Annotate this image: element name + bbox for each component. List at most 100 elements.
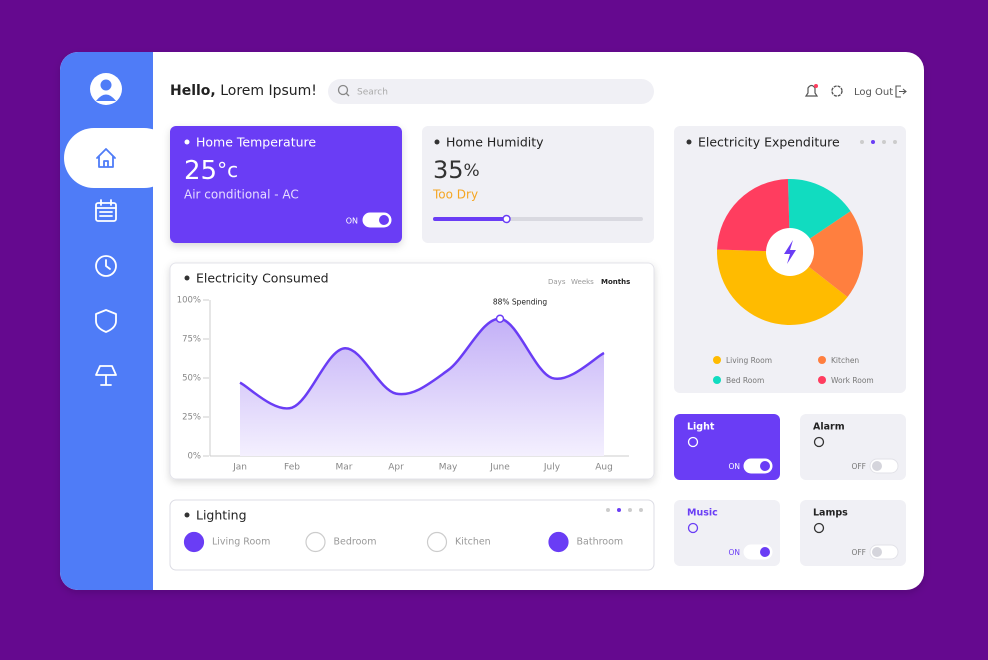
value: 35 (433, 156, 464, 184)
legend-label: Work Room (831, 376, 874, 385)
temperature-card (170, 126, 402, 243)
toggle[interactable] (362, 212, 392, 228)
legend-label: Living Room (726, 356, 772, 365)
toggle-knob (872, 461, 882, 471)
room-name: Kitchen (455, 537, 491, 548)
room-toggle[interactable] (548, 531, 569, 553)
humidity-value: 35% (433, 156, 480, 184)
device-name: Light (687, 422, 715, 433)
lighting-card (169, 499, 655, 571)
pie-slice (717, 179, 790, 252)
pie-slice (717, 249, 848, 325)
calendar-icon[interactable] (95, 199, 117, 222)
toggle-label: ON (346, 217, 358, 226)
card-title: Home Temperature (196, 135, 316, 150)
logout-icon[interactable] (895, 85, 907, 98)
toggle-knob (760, 547, 770, 557)
card-title: Home Humidity (446, 135, 544, 150)
search-placeholder: Search (357, 88, 388, 98)
legend-swatch (713, 376, 721, 384)
settings-icon[interactable] (831, 85, 843, 97)
device-name: Alarm (813, 422, 845, 433)
greeting: Hello, Lorem Ipsum! (170, 83, 317, 99)
annotation: 88% Spending (493, 298, 548, 307)
x-tick-label: July (543, 463, 561, 473)
toggle-knob (760, 461, 770, 471)
x-tick-label: Mar (336, 463, 353, 473)
room-name: Living Room (212, 537, 270, 548)
y-tick-label: 0% (188, 452, 202, 462)
unit: % (464, 161, 480, 181)
x-tick-label: Aug (595, 463, 613, 473)
bullet (184, 139, 190, 145)
y-tick-label: 100% (177, 296, 201, 306)
user-name: Lorem Ipsum! (220, 83, 317, 99)
avatar-head (100, 79, 112, 91)
y-tick-label: 25% (182, 413, 201, 423)
peak-point (495, 314, 505, 323)
pager (860, 140, 897, 144)
toggle-knob (379, 215, 389, 225)
x-tick-label: May (439, 463, 458, 473)
slider-fill (433, 217, 507, 221)
x-tick-label: Feb (284, 463, 300, 473)
temperature-value: 25°c (184, 156, 238, 186)
bell-icon[interactable] (804, 84, 819, 97)
bullet (686, 139, 692, 145)
y-tick-label: 75% (182, 335, 201, 345)
device-state: OFF (851, 462, 866, 471)
device-state: OFF (851, 548, 866, 557)
device-icon (687, 436, 699, 448)
y-tick-label: 50% (182, 374, 201, 384)
device-icon (813, 522, 825, 534)
line (239, 317, 605, 410)
legend-swatch (818, 376, 826, 384)
x-tick-label: Apr (388, 463, 404, 473)
active-tab[interactable] (64, 128, 174, 188)
search-icon (337, 84, 349, 96)
unit: °c (217, 158, 238, 182)
clock-icon[interactable] (95, 255, 117, 277)
device-state: ON (728, 462, 740, 471)
chart-tab[interactable]: Days (548, 278, 566, 286)
room-toggle[interactable] (305, 531, 326, 553)
room-toggle[interactable] (426, 531, 448, 553)
avatar-body (96, 94, 116, 101)
pager (606, 508, 643, 512)
room-name: Bedroom (334, 537, 377, 548)
search-icon-handle (345, 92, 350, 97)
bullet (434, 139, 440, 145)
bolt-icon (784, 240, 796, 264)
room-toggle[interactable] (183, 531, 205, 553)
legend-swatch (818, 356, 826, 364)
legend-label: Kitchen (831, 356, 859, 365)
chart-tab[interactable]: Weeks (571, 278, 594, 286)
area (240, 318, 604, 456)
chart-tab[interactable]: Months (601, 278, 630, 286)
device-state: ON (728, 548, 740, 557)
value: 25 (184, 156, 217, 186)
bullet (184, 512, 190, 518)
home-icon (96, 148, 116, 168)
device-icon (813, 436, 825, 448)
toggle-knob (872, 547, 882, 557)
bullet (184, 275, 190, 281)
card-title: Lighting (196, 508, 247, 523)
legend-label: Bed Room (726, 376, 764, 385)
shield-icon[interactable] (95, 309, 117, 333)
device-name: Music (687, 508, 718, 519)
logout[interactable]: Log Out (854, 87, 893, 98)
slider-knob[interactable] (502, 214, 511, 224)
pie-slice (790, 211, 863, 297)
search-bar[interactable] (328, 79, 654, 104)
subtitle: Air conditional - AC (184, 188, 299, 202)
device-icon (687, 522, 699, 534)
lamp-icon[interactable] (95, 365, 117, 386)
humidity-card (422, 126, 654, 243)
status: Too Dry (432, 188, 478, 202)
card-title: Electricity Expenditure (698, 135, 840, 150)
room-name: Bathroom (577, 537, 624, 548)
card-title: Electricity Consumed (196, 271, 329, 286)
